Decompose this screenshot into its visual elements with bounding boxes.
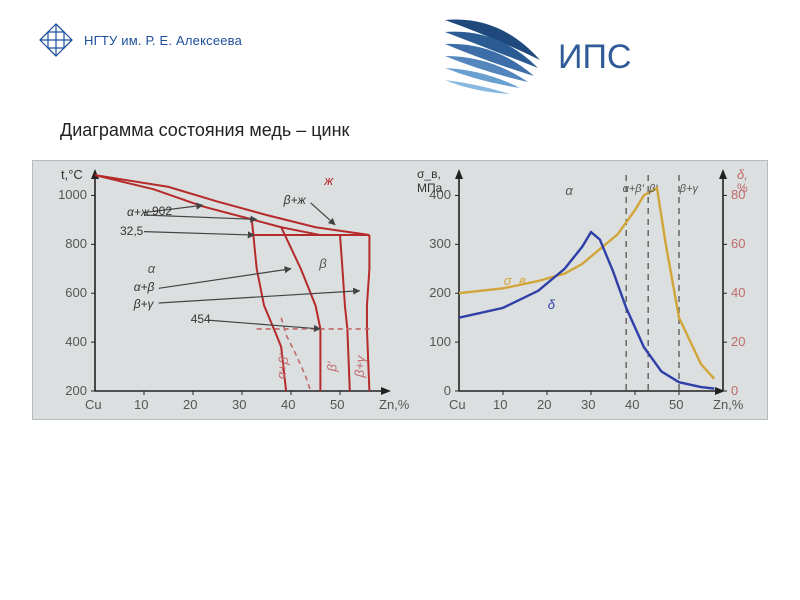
slide-header: НГТУ им. Р. Е. Алексеева ИПС — [0, 0, 800, 110]
nntu-text: НГТУ им. Р. Е. Алексеева — [84, 33, 242, 48]
slide-title: Диаграмма состояния медь – цинк — [60, 120, 349, 141]
chart-panel: 2004006008001000Cu1020304050Zn,%t,°Cα+ж9… — [32, 160, 768, 420]
nntu-diamond-icon — [38, 22, 74, 58]
phase-diagram-chart: 2004006008001000Cu1020304050Zn,%t,°Cα+ж9… — [33, 161, 401, 419]
ips-text: ИПС — [558, 38, 631, 77]
ips-logo: ИПС — [440, 10, 631, 100]
properties-chart: 0100200300400020406080Cu1020304050Zn,%σ_… — [401, 161, 767, 419]
nntu-logo: НГТУ им. Р. Е. Алексеева — [38, 22, 242, 58]
ips-wing-icon — [440, 10, 550, 100]
